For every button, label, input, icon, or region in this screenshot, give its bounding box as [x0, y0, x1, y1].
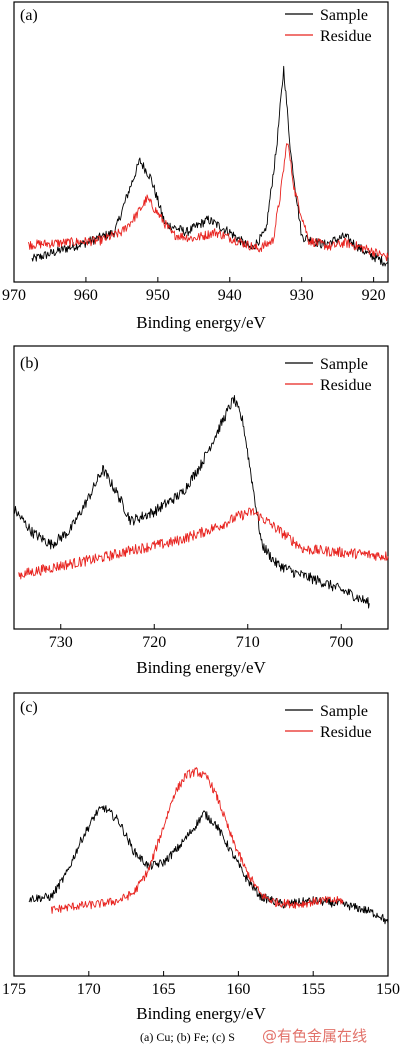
legend-label-sample-b: Sample: [320, 356, 368, 373]
legend-label-residue-c: Residue: [320, 724, 372, 741]
x-tick-label-c-170: 170: [77, 981, 101, 998]
ticks-group-b: 730 720 710 700: [49, 624, 353, 651]
x-tick-label-a-960: 960: [74, 287, 98, 304]
series-group-a: [27, 65, 389, 267]
series-line-residue-a: [27, 143, 389, 262]
legend-label-residue-b: Residue: [320, 377, 372, 394]
x-tick-label-b-720: 720: [142, 634, 166, 651]
legend-c: Sample Residue: [285, 703, 372, 741]
panel-label-b: (b): [20, 355, 39, 372]
ticks-group-c: 175 170 165 160 155 150: [2, 971, 400, 998]
plot-frame-a: [13, 1, 389, 283]
x-tick-label-c-165: 165: [152, 981, 176, 998]
x-axis-title-c: Binding energy/eV: [136, 1004, 266, 1023]
legend-label-sample-a: Sample: [320, 7, 368, 24]
x-axis-title-b: Binding energy/eV: [136, 658, 266, 677]
x-tick-label-b-730: 730: [49, 634, 73, 651]
legend-a: Sample Residue: [285, 7, 372, 45]
x-tick-label-c-155: 155: [301, 981, 325, 998]
panel-label-c: (c): [20, 699, 38, 716]
plot-frame-b: [13, 345, 389, 630]
series-group-b: [13, 395, 389, 609]
x-tick-label-c-160: 160: [226, 981, 250, 998]
x-tick-label-a-970: 970: [2, 287, 26, 304]
x-tick-label-a-940: 940: [218, 287, 242, 304]
ticks-group-a: 970 960 950 940 930 920: [2, 277, 386, 304]
x-tick-label-c-150: 150: [376, 981, 400, 998]
series-line-residue-c: [50, 767, 344, 914]
x-tick-label-a-920: 920: [362, 287, 386, 304]
x-tick-label-a-930: 930: [290, 287, 314, 304]
watermark: @有色金属在线: [262, 1027, 367, 1045]
legend-label-sample-c: Sample: [320, 703, 368, 720]
x-tick-label-a-950: 950: [146, 287, 170, 304]
series-line-sample-b: [13, 395, 370, 609]
x-tick-label-b-700: 700: [329, 634, 353, 651]
panel-a: (a) 970 960 950 940 930 920 Sample Residue Bi…: [2, 1, 389, 332]
legend-b: Sample Residue: [285, 356, 372, 394]
panel-label-a: (a): [20, 7, 38, 24]
series-group-c: [28, 767, 389, 925]
figure-caption: (a) Cu; (b) Fe; (c) S: [140, 1030, 235, 1044]
plot-frame-c: [13, 692, 389, 977]
legend-label-residue-a: Residue: [320, 28, 372, 45]
x-tick-label-b-710: 710: [236, 634, 260, 651]
series-line-sample-a: [31, 65, 389, 267]
panel-c: (c) 175 170 165 160 155 150 Sample Residue Bi…: [2, 692, 400, 1023]
series-line-residue-b: [18, 507, 389, 580]
panel-b: (b) 730 720 710 700 Sample Residue Binding …: [13, 345, 389, 677]
x-axis-title-a: Binding energy/eV: [136, 313, 266, 332]
x-tick-label-c-175: 175: [2, 981, 26, 998]
